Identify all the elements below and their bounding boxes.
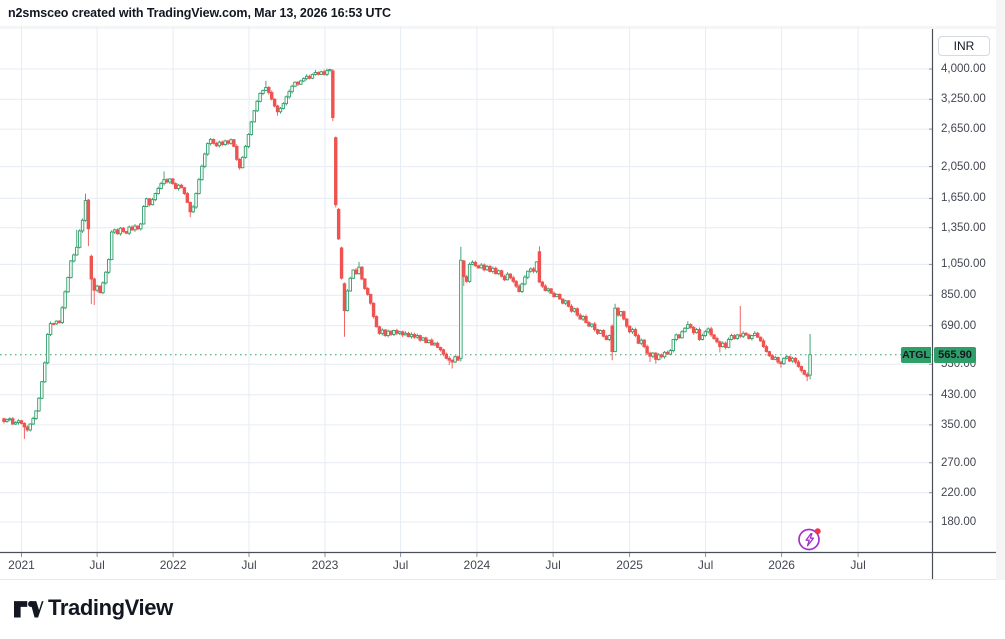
last-price-tag: 565.90 bbox=[934, 346, 976, 363]
price-tick-label: 270.00 bbox=[941, 456, 977, 469]
time-tick-label: Jul bbox=[241, 558, 257, 572]
price-tick-label: 180.00 bbox=[941, 516, 977, 528]
candlestick-series bbox=[2, 68, 812, 439]
time-tick-label: 2022 bbox=[159, 558, 187, 572]
price-tick-label: 1,650.00 bbox=[941, 192, 986, 205]
price-tick-label: 3,250.00 bbox=[941, 93, 986, 106]
attribution-text: n2smsceo created with TradingView.com, M… bbox=[8, 6, 391, 20]
time-tick-label: 2024 bbox=[463, 558, 491, 572]
time-tick-label: 2025 bbox=[616, 558, 643, 572]
price-tick-label: 1,050.00 bbox=[941, 258, 986, 271]
time-tick-label: Jul bbox=[392, 558, 409, 572]
time-tick-label: 2026 bbox=[768, 558, 795, 572]
price-tick-label: 2,050.00 bbox=[941, 160, 986, 173]
tradingview-logo-icon bbox=[14, 601, 44, 618]
time-tick-label: 2023 bbox=[311, 558, 339, 572]
price-tick-label: 1,350.00 bbox=[941, 221, 986, 234]
time-tick-label: Jul bbox=[89, 558, 105, 572]
tradingview-brand-text: TradingView bbox=[48, 595, 173, 620]
price-tick-label: 4,000.00 bbox=[941, 63, 986, 75]
price-tick-label: 430.00 bbox=[941, 388, 977, 401]
price-tick-label: 220.00 bbox=[941, 486, 977, 499]
price-tick-label: 350.00 bbox=[941, 418, 977, 431]
time-tick-label: Jul bbox=[545, 558, 561, 572]
lightning-icon[interactable] bbox=[796, 525, 824, 553]
price-tick-label: 850.00 bbox=[941, 289, 977, 302]
price-tick-label: 2,650.00 bbox=[941, 123, 986, 136]
time-tick-label: 2021 bbox=[8, 558, 35, 572]
time-tick-label: Jul bbox=[850, 558, 866, 572]
currency-button[interactable]: INR bbox=[938, 36, 990, 56]
symbol-tag: ATGL bbox=[901, 346, 931, 363]
price-tick-label: 690.00 bbox=[941, 319, 977, 332]
time-tick-label: Jul bbox=[697, 558, 714, 572]
